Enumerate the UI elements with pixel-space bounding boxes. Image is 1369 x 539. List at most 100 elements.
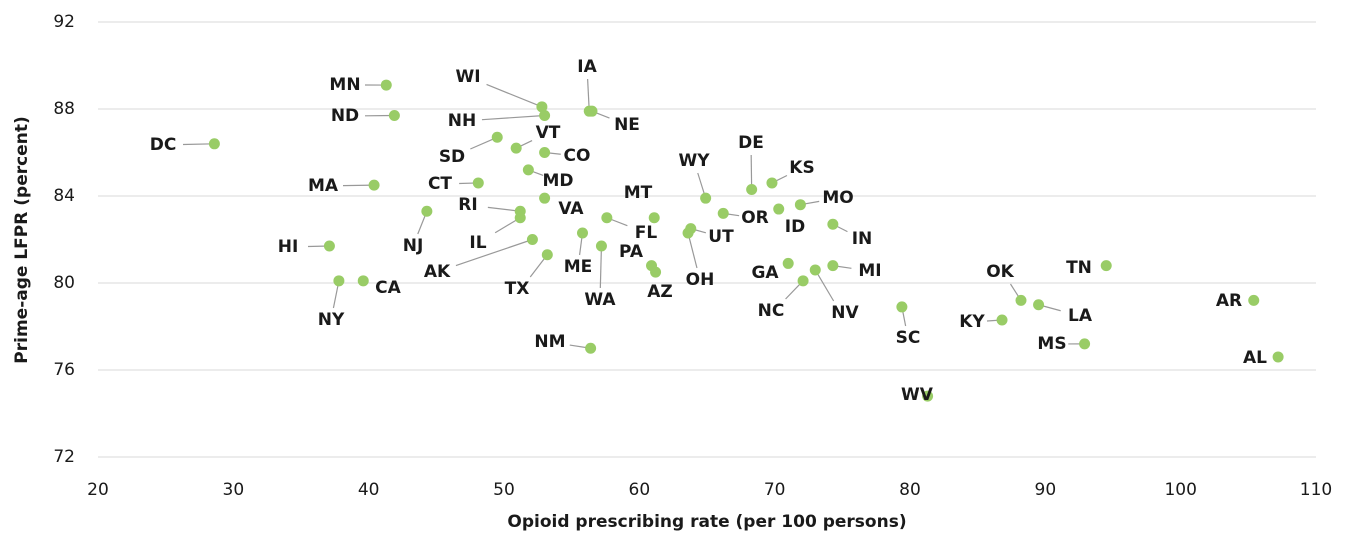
point-label: MT	[624, 183, 653, 203]
point	[539, 147, 550, 158]
point	[527, 234, 538, 245]
point	[1101, 260, 1112, 271]
point	[1079, 338, 1090, 349]
point-label: AL	[1243, 348, 1267, 368]
point-label: ID	[785, 217, 805, 237]
y-tick-label: 84	[53, 186, 75, 206]
point	[473, 177, 484, 188]
point	[827, 219, 838, 230]
y-tick-label: 80	[53, 273, 75, 293]
point	[1033, 299, 1044, 310]
point	[766, 177, 777, 188]
leader-line	[482, 116, 545, 120]
point-label: NE	[614, 115, 640, 135]
point-label: SC	[896, 328, 921, 348]
point-label: PA	[619, 242, 644, 262]
point	[650, 267, 661, 278]
point-label: VA	[558, 199, 584, 219]
y-tick-label: 92	[53, 12, 75, 32]
point-label: DE	[738, 133, 764, 153]
x-tick-label: 90	[1035, 480, 1057, 500]
point	[718, 208, 729, 219]
y-tick-label: 88	[53, 99, 75, 119]
point-label: WI	[455, 67, 480, 87]
point	[515, 212, 526, 223]
point	[798, 275, 809, 286]
x-tick-label: 40	[358, 480, 380, 500]
point-label: CT	[428, 174, 452, 194]
point	[585, 343, 596, 354]
y-tick-label: 72	[53, 447, 75, 467]
point	[896, 301, 907, 312]
x-tick-label: 50	[493, 480, 515, 500]
point-label: SD	[439, 147, 465, 167]
point	[421, 206, 432, 217]
point-label: CA	[375, 278, 401, 298]
point-label: OK	[986, 262, 1014, 282]
x-axis-title: Opioid prescribing rate (per 100 persons…	[507, 512, 906, 532]
point-label: IL	[469, 233, 486, 253]
point	[209, 138, 220, 149]
point	[1273, 351, 1284, 362]
point	[577, 227, 588, 238]
point-label: DC	[150, 135, 177, 155]
point	[389, 110, 400, 121]
point	[601, 212, 612, 223]
point	[369, 180, 380, 191]
point-label: MS	[1037, 334, 1066, 354]
point-label: IA	[577, 57, 597, 77]
point-label: KS	[789, 158, 814, 178]
y-axis-title: Prime-age LFPR (percent)	[12, 116, 32, 363]
point-label: HI	[278, 237, 299, 257]
x-tick-label: 60	[629, 480, 651, 500]
point	[683, 227, 694, 238]
x-tick-label: 110	[1300, 480, 1332, 500]
point-label: IN	[852, 229, 873, 249]
x-tick-label: 20	[87, 480, 109, 500]
point	[997, 314, 1008, 325]
point	[539, 193, 550, 204]
point	[586, 106, 597, 117]
point	[596, 241, 607, 252]
point-label: MO	[822, 188, 853, 208]
point	[773, 204, 784, 215]
point-label: KY	[959, 312, 985, 332]
point	[649, 212, 660, 223]
point-label: NH	[448, 111, 476, 131]
point-label: WV	[901, 385, 934, 405]
leader-line	[600, 246, 601, 288]
point	[746, 184, 757, 195]
point-label: AK	[424, 262, 451, 282]
point-label: WY	[678, 151, 710, 171]
point-label: CO	[564, 146, 591, 166]
point	[492, 132, 503, 143]
x-tick-label: 70	[764, 480, 786, 500]
point	[511, 143, 522, 154]
leader-line	[456, 240, 532, 266]
point	[381, 80, 392, 91]
leader-line	[487, 84, 542, 106]
point	[810, 264, 821, 275]
point-label: FL	[635, 223, 658, 243]
point-label: RI	[458, 195, 477, 215]
point-label: TX	[505, 279, 530, 299]
point-label: AR	[1216, 291, 1242, 311]
point-label: NV	[831, 303, 859, 323]
point	[324, 241, 335, 252]
point-label: OR	[741, 208, 769, 228]
point	[539, 110, 550, 121]
point	[542, 249, 553, 260]
point-label: MD	[542, 171, 573, 191]
x-tick-label: 80	[899, 480, 921, 500]
point-label: LA	[1068, 306, 1093, 326]
point	[783, 258, 794, 269]
point	[795, 199, 806, 210]
x-tick-label: 100	[1164, 480, 1196, 500]
y-tick-label: 76	[53, 360, 75, 380]
point-label: NY	[318, 310, 345, 330]
point-label: AZ	[647, 282, 672, 302]
point	[523, 164, 534, 175]
point	[358, 275, 369, 286]
point	[700, 193, 711, 204]
